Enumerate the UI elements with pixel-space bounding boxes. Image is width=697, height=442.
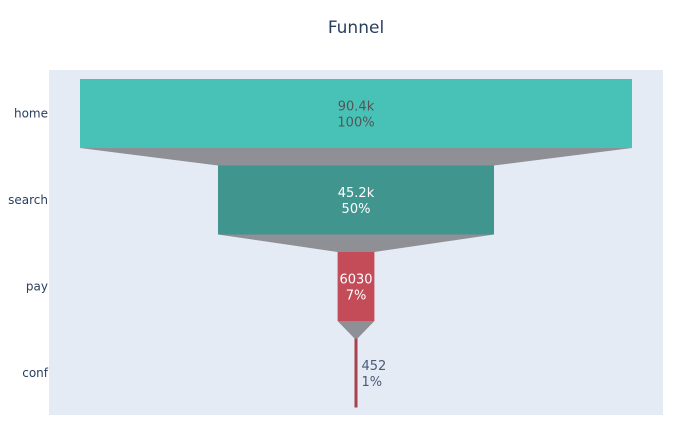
y-axis-tick-labels: home search pay conf [8,107,49,381]
y-tick-label: pay [26,280,48,294]
funnel-bar-home [80,79,632,148]
funnel-bar-conf [354,338,358,408]
funnel-connector [80,148,632,166]
bar-percent-label: 50% [342,202,371,217]
funnel-bars [80,79,632,408]
funnel-bar-pay [337,252,375,321]
bar-value-label: 452 [362,359,387,374]
bar-value-label: 45.2k [338,186,375,201]
bar-percent-label: 100% [337,116,374,131]
bar-value-label: 90.4k [338,100,375,115]
funnel-connectors [80,148,632,339]
chart-title: Funnel [328,18,384,38]
bar-percent-label: 7% [346,289,367,304]
funnel-connector [337,321,375,339]
funnel-bar-search [218,165,494,235]
bar-value-label: 6030 [339,273,372,288]
y-tick-label: conf [22,366,49,380]
funnel-connector [218,234,494,252]
y-tick-label: home [14,107,48,121]
bar-percent-label: 1% [362,375,383,390]
y-tick-label: search [8,193,48,207]
